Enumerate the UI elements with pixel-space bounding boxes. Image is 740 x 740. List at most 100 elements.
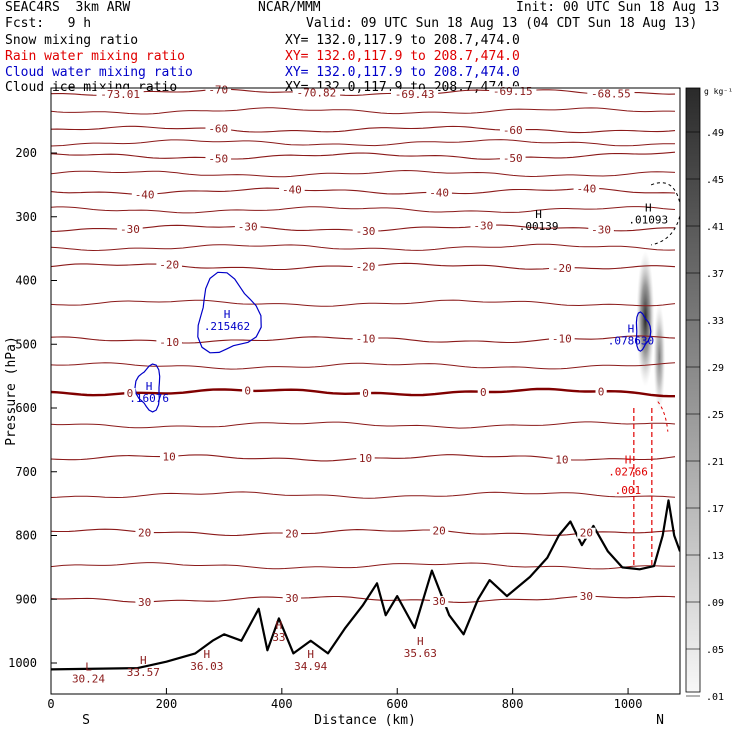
y-tick-label: 400 [15, 274, 37, 288]
isotherm-label: -50 [208, 152, 228, 165]
y-tick-label: 500 [15, 337, 37, 351]
forecast-hour: Fcst: 9 h [5, 16, 92, 31]
isotherm-label-bg [577, 591, 596, 603]
isotherm-label: -10 [159, 336, 179, 349]
y-tick-label: 900 [15, 592, 37, 606]
isotherm-line [51, 299, 676, 307]
isotherm-label: -30 [238, 220, 258, 233]
extremum-value: .16076 [129, 392, 169, 405]
extremum-marker: H [417, 635, 424, 648]
extremum-marker: H [203, 648, 210, 661]
isotherm-line [51, 595, 676, 603]
isotherm-label-bg [124, 388, 136, 400]
model-name: SEAC4RS 3km ARW [5, 0, 131, 15]
extremum-value: .02766 [608, 465, 648, 478]
cloud-water-contour [197, 271, 262, 354]
isotherm-label: -20 [552, 262, 572, 275]
colorbar-label: .05 [706, 645, 724, 656]
extremum-marker: H [276, 619, 283, 632]
x-tick-label: 600 [386, 697, 408, 711]
isotherm-label-bg [577, 527, 596, 539]
isotherm-label-bg [156, 259, 182, 271]
isotherm-label: -30 [356, 225, 376, 238]
end-label-north: N [656, 713, 664, 728]
field-xy-cloud-water: XY= 132.0,117.9 to 208.7,474.0 [285, 65, 520, 80]
cloud-water-contour [134, 363, 161, 413]
isotherm-label-bg [205, 123, 232, 135]
isotherm-label: 0 [480, 386, 487, 399]
isotherm-label-bg [552, 454, 572, 466]
snow-contour [650, 182, 680, 246]
isotherm-line [51, 206, 676, 214]
colorbar-label: .21 [706, 457, 724, 468]
colorbar-label: .29 [706, 363, 724, 374]
isotherm-label: -40 [282, 183, 302, 196]
isotherm-label: 0 [127, 387, 134, 400]
isotherm-label-bg [595, 386, 607, 398]
extremum-marker: H [645, 202, 652, 215]
isotherm-label-bg [429, 525, 449, 537]
isotherm-label: 20 [138, 526, 151, 539]
isotherm-label-bg [359, 388, 372, 400]
y-tick-label: 600 [15, 401, 37, 415]
isotherm-label-bg [477, 386, 489, 398]
field-xy-snow: XY= 132.0,117.9 to 208.7,474.0 [285, 33, 520, 48]
isotherm-label: -30 [591, 224, 611, 237]
colorbar-label: .25 [706, 410, 724, 421]
extremum-value: .00139 [519, 220, 559, 233]
isotherm-label-bg [429, 596, 449, 608]
extremum-marker: H [628, 323, 635, 336]
extremum-marker: H [140, 654, 147, 667]
colorbar-unit: g kg⁻¹ [704, 87, 733, 96]
y-tick-label: 300 [15, 210, 37, 224]
isotherm-line [51, 528, 676, 537]
y-axis-title: Pressure (hPa) [4, 336, 19, 446]
isotherm-label-bg [588, 224, 614, 236]
isotherm-label-bg [352, 225, 379, 237]
plot-frame [50, 87, 681, 695]
isotherm-label-bg [159, 451, 179, 463]
extremum-marker: H [625, 453, 632, 466]
isotherm-label: -60 [503, 124, 523, 137]
colorbar-label: .41 [706, 222, 724, 233]
isotherm-label: 10 [555, 453, 568, 466]
isotherm-label: 30 [285, 592, 298, 605]
field-name-snow: Snow mixing ratio [5, 33, 139, 48]
init-time: Init: 00 UTC Sun 18 Aug 13 [516, 0, 720, 15]
isotherm-line [51, 362, 676, 370]
isotherm-label-bg [205, 84, 232, 96]
y-tick-label: 700 [15, 465, 37, 479]
colorbar-label: .49 [706, 128, 724, 139]
x-tick-label: 800 [502, 697, 524, 711]
isotherm-line [51, 491, 676, 499]
organization: NCAR/MMM [258, 0, 321, 15]
isotherm-label-bg [499, 152, 526, 164]
valid-time: Valid: 09 UTC Sun 18 Aug 13 (04 CDT Sun … [306, 16, 698, 31]
isotherm-label: 30 [433, 595, 446, 608]
cloud-water-contour [635, 311, 652, 352]
isotherm-label-bg [352, 261, 379, 273]
x-tick-label: 400 [271, 697, 293, 711]
extremum-value: 30.24 [72, 673, 105, 686]
rain-water-contour [657, 401, 669, 432]
isotherm-label-bg [242, 385, 254, 397]
isotherm-label-bg [352, 333, 379, 345]
isotherm-label-bg [573, 183, 600, 195]
isotherm-label: -50 [503, 152, 523, 165]
isotherm-label: 10 [163, 450, 176, 463]
field-xy-rain: XY= 132.0,117.9 to 208.7,474.0 [285, 49, 520, 64]
isotherm-line [51, 88, 676, 96]
isotherm-label-bg [356, 452, 375, 464]
field-name-rain: Rain water mixing ratio [5, 49, 186, 64]
isotherm-label: 10 [359, 452, 372, 465]
isotherm-label-bg [279, 184, 305, 196]
extremum-marker: H [535, 208, 542, 221]
isotherm-label: -40 [429, 187, 449, 200]
isotherm-label-bg [587, 88, 635, 100]
y-tick-label: 200 [15, 146, 37, 160]
isotherm-label: -73.01 [100, 88, 140, 101]
isotherm-label-bg [131, 189, 158, 201]
extremum-value: .078630 [608, 335, 654, 348]
isotherm-label: 0 [362, 387, 369, 400]
